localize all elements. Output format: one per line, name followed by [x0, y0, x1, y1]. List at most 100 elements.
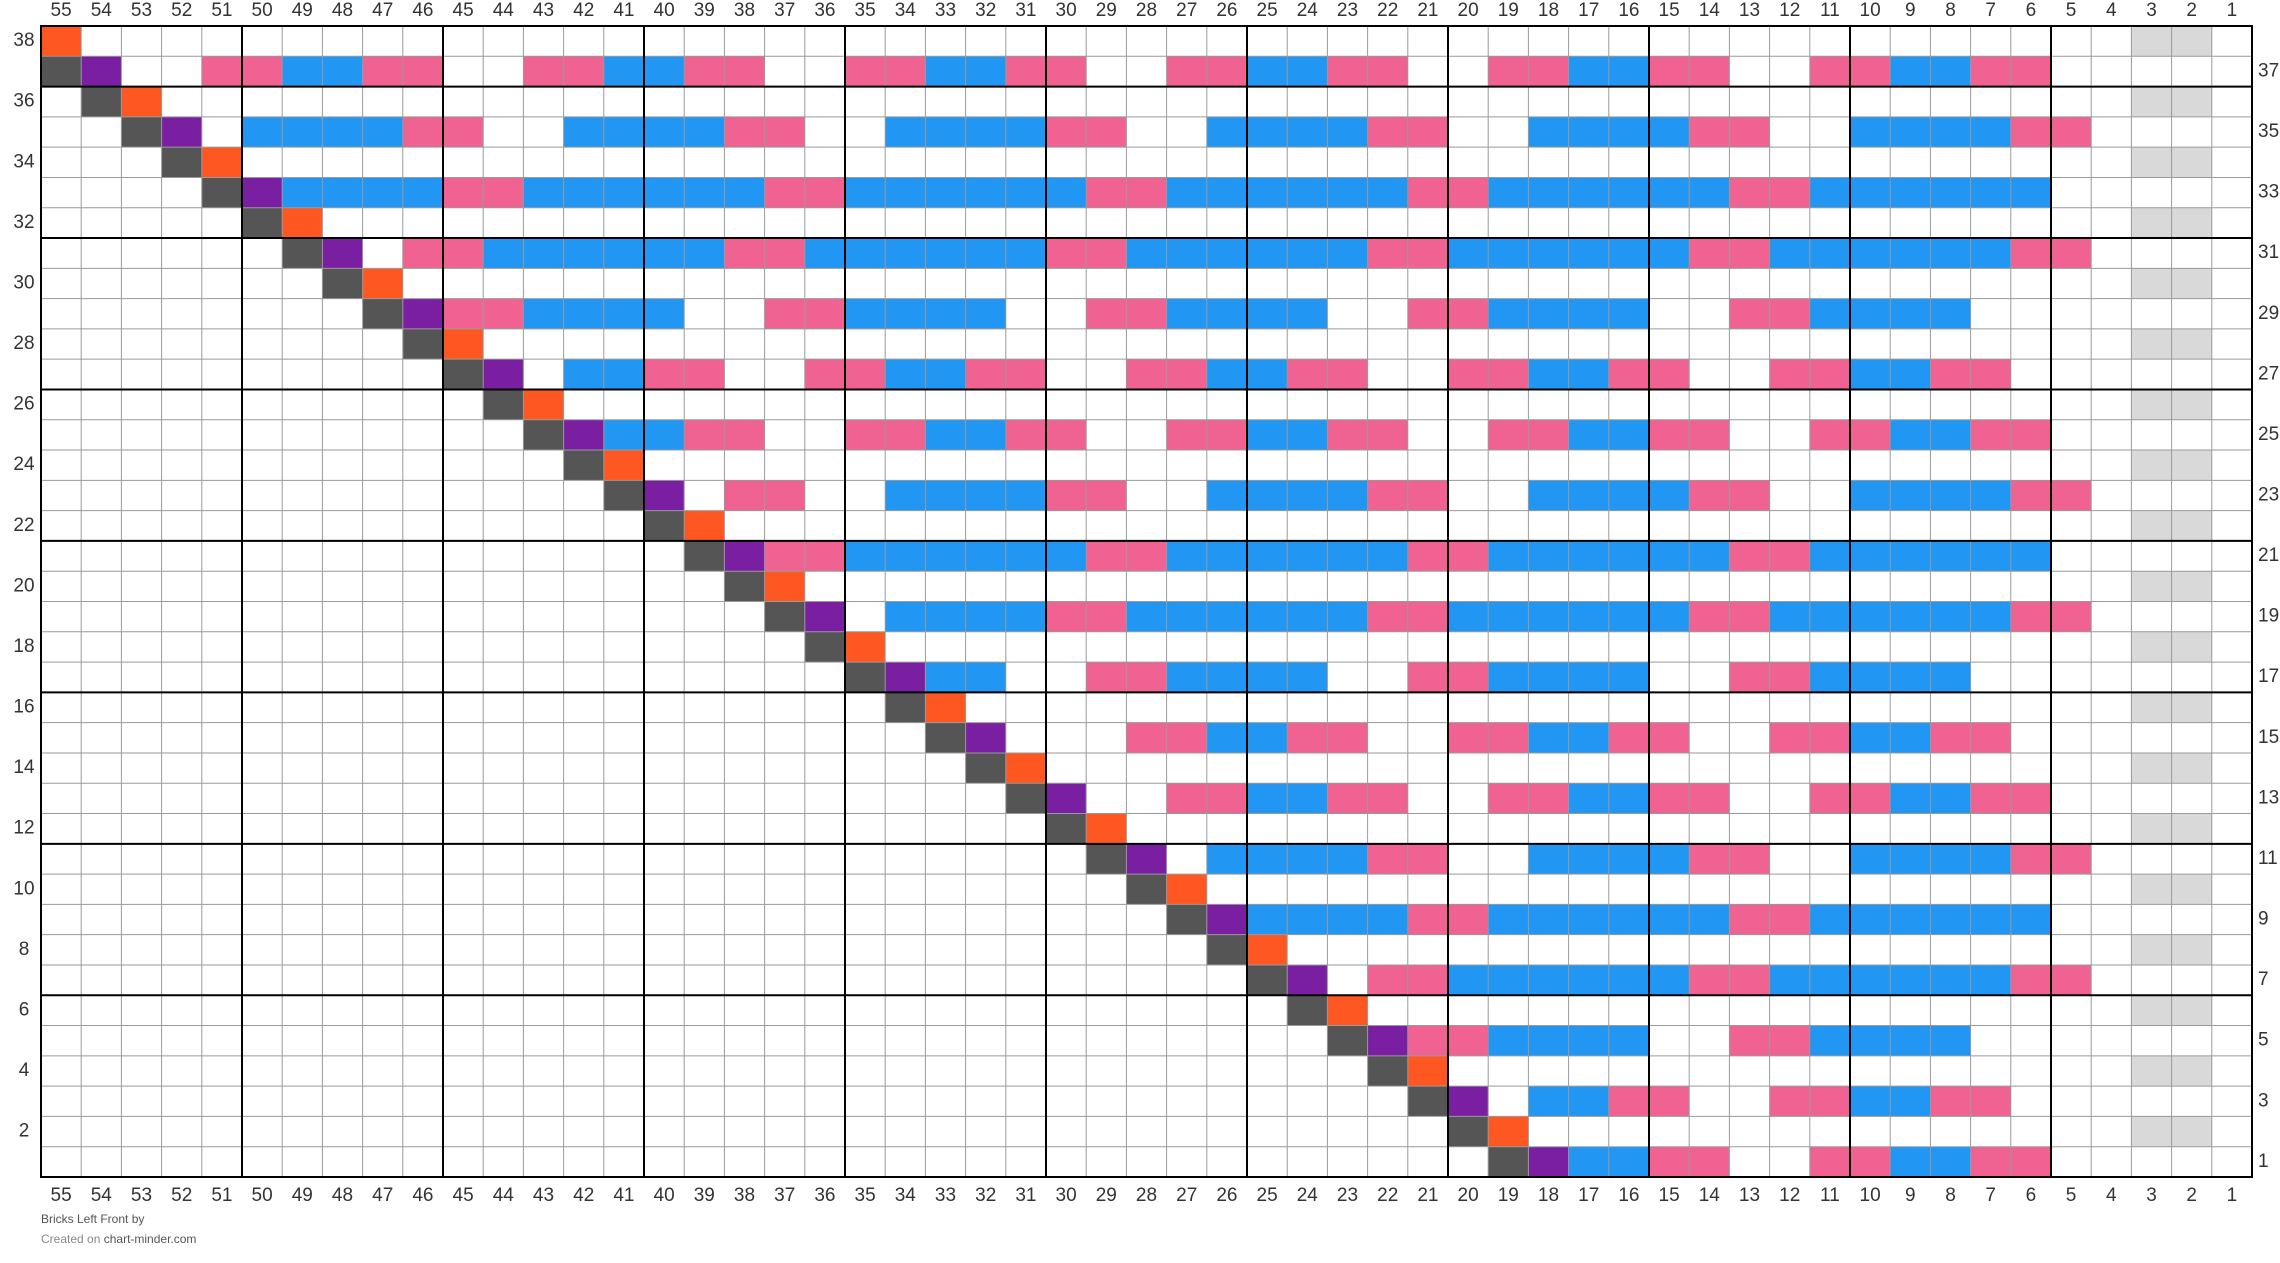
cell [1689, 692, 1730, 723]
cell [1327, 934, 1368, 966]
cell [1528, 480, 1569, 511]
cell [161, 1025, 203, 1057]
cell [1247, 450, 1288, 481]
cell [965, 601, 1007, 633]
cell [1649, 934, 1690, 966]
cell [845, 147, 886, 178]
cell [1930, 359, 1971, 390]
cell [1488, 1055, 1529, 1087]
cell [121, 1146, 162, 1178]
cell [1528, 26, 1569, 57]
cell [1689, 268, 1730, 299]
cell [1689, 207, 1730, 239]
column-label-bottom: 34 [895, 1185, 917, 1206]
cell [2010, 571, 2052, 602]
cell [1247, 1116, 1288, 1148]
cell [1568, 1055, 1610, 1087]
cell [1568, 480, 1610, 511]
cell [1930, 177, 1971, 209]
cell [1126, 843, 1167, 875]
cell [724, 480, 765, 511]
cell [1568, 571, 1610, 602]
cell [724, 1086, 765, 1117]
cell [1769, 116, 1811, 148]
cell [1046, 328, 1087, 360]
cell [201, 722, 243, 754]
cell [1649, 813, 1690, 845]
cell [2010, 238, 2052, 269]
cell [1970, 207, 2012, 239]
cell [965, 147, 1007, 178]
cell [121, 995, 162, 1026]
cell [1166, 1055, 1208, 1087]
cell [1448, 26, 1489, 57]
cell [1327, 540, 1368, 572]
cell [724, 1146, 765, 1178]
cell [1448, 571, 1489, 602]
cell [282, 26, 323, 57]
cell [1086, 601, 1127, 633]
column-label-bottom: 35 [855, 1185, 876, 1206]
cell [1448, 480, 1489, 511]
column-label-top: 50 [252, 0, 273, 21]
cell [1247, 722, 1288, 754]
cell [81, 874, 122, 905]
cell [1970, 359, 2012, 390]
cell [1166, 813, 1208, 845]
cell [523, 26, 564, 57]
cell [282, 874, 323, 905]
cell [804, 480, 846, 511]
cell [282, 389, 323, 421]
cell [523, 268, 564, 299]
cell [2171, 510, 2213, 542]
cell [1608, 601, 1650, 633]
row-label-left: 28 [13, 333, 34, 354]
cell [1769, 722, 1811, 754]
cell [2091, 722, 2132, 754]
cell [845, 207, 886, 239]
cell [2010, 904, 2052, 935]
cell [1568, 419, 1610, 451]
row-label-left: 2 [19, 1121, 30, 1142]
cell [1126, 1146, 1167, 1178]
cell [804, 964, 846, 996]
cell [2131, 419, 2172, 451]
cell [1769, 389, 1811, 421]
row-label-right: 25 [2258, 424, 2279, 445]
cell [1689, 419, 1730, 451]
cell [1407, 56, 1449, 87]
cell [1689, 540, 1730, 572]
cell [443, 510, 484, 542]
cell [2131, 843, 2172, 875]
cell [362, 692, 404, 723]
cell [81, 631, 122, 663]
cell [2171, 843, 2213, 875]
cell [684, 934, 725, 966]
cell [483, 298, 524, 330]
cell [1126, 147, 1167, 178]
cell [1608, 328, 1650, 360]
cell [885, 571, 926, 602]
cell [764, 752, 806, 784]
cell [161, 389, 203, 421]
cell [1769, 26, 1811, 57]
cell [1086, 1086, 1127, 1117]
cell [2091, 813, 2132, 845]
cell [1126, 1055, 1167, 1087]
cell [1890, 56, 1931, 87]
cell [2051, 147, 2092, 178]
cell [41, 540, 82, 572]
cell [483, 419, 524, 451]
cell [1166, 86, 1208, 118]
cell [1568, 1146, 1610, 1178]
column-label-top: 54 [91, 0, 113, 21]
cell [1729, 540, 1770, 572]
cell [1166, 540, 1208, 572]
cell [1649, 1025, 1690, 1057]
cell [764, 450, 806, 481]
cell [402, 964, 444, 996]
cell [1448, 298, 1489, 330]
column-label-top: 53 [131, 0, 152, 21]
cell [1367, 1055, 1409, 1087]
cell [1086, 207, 1127, 239]
